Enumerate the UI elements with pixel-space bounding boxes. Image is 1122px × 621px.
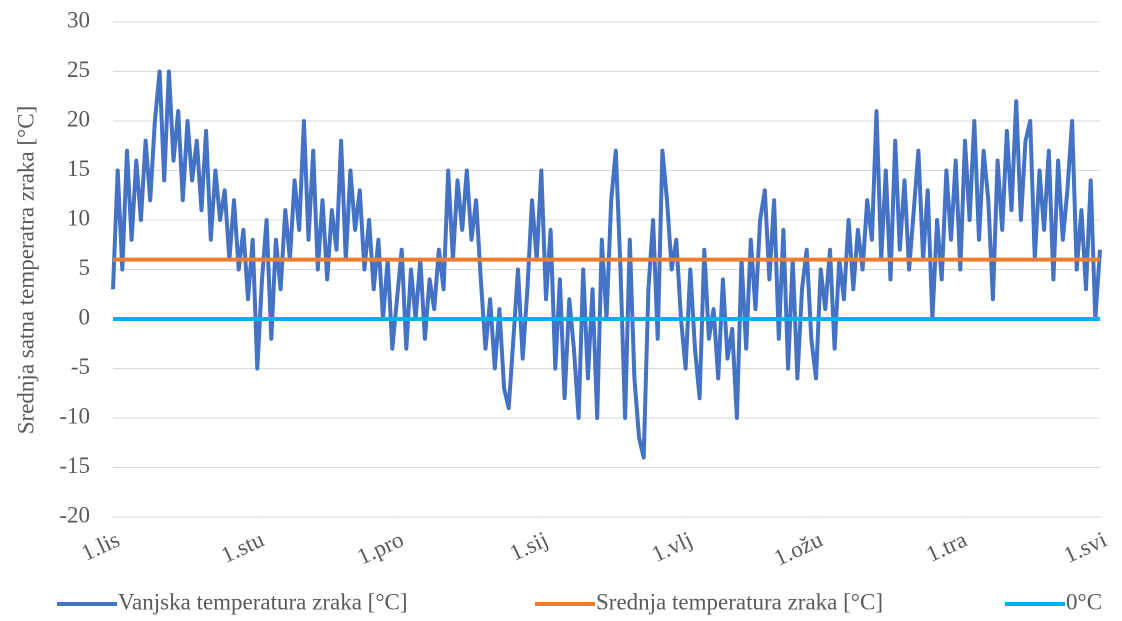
y-tick-label: 20 bbox=[67, 106, 90, 131]
series-line bbox=[111, 69, 1102, 460]
legend-label: Srednja temperatura zraka [°C] bbox=[596, 589, 883, 614]
x-tick-label: 1.svi bbox=[1060, 527, 1111, 568]
lines bbox=[111, 69, 1102, 460]
x-tick-label: 1.ožu bbox=[770, 526, 827, 570]
y-tick-label: -5 bbox=[71, 354, 90, 379]
legend: Vanjska temperatura zraka [°C] Srednja te… bbox=[57, 589, 1102, 614]
y-tick-label: 30 bbox=[67, 7, 90, 32]
y-tick-label: 10 bbox=[67, 205, 90, 230]
y-tick-label: -15 bbox=[59, 453, 90, 478]
y-axis-title: Srednja satna temperatra zraka [°C] bbox=[13, 106, 38, 434]
y-tick-label: -20 bbox=[59, 502, 90, 527]
y-tick-label: -10 bbox=[59, 403, 90, 428]
y-tick-label: 0 bbox=[79, 304, 91, 329]
x-tick-label: 1.vlj bbox=[648, 527, 696, 567]
legend-label: Vanjska temperatura zraka [°C] bbox=[118, 589, 408, 614]
x-tick-label: 1.sij bbox=[506, 527, 552, 566]
y-tick-label: 25 bbox=[67, 57, 90, 82]
y-tick-label: 5 bbox=[79, 255, 91, 280]
legend-label: 0°C bbox=[1066, 589, 1102, 614]
x-tick-label: 1.stu bbox=[217, 526, 268, 568]
x-tick-label: 1.tra bbox=[922, 527, 970, 567]
y-tick-label: 15 bbox=[67, 156, 90, 181]
x-tick-label: 1.lis bbox=[77, 527, 123, 566]
x-tick-label: 1.pro bbox=[353, 527, 407, 570]
